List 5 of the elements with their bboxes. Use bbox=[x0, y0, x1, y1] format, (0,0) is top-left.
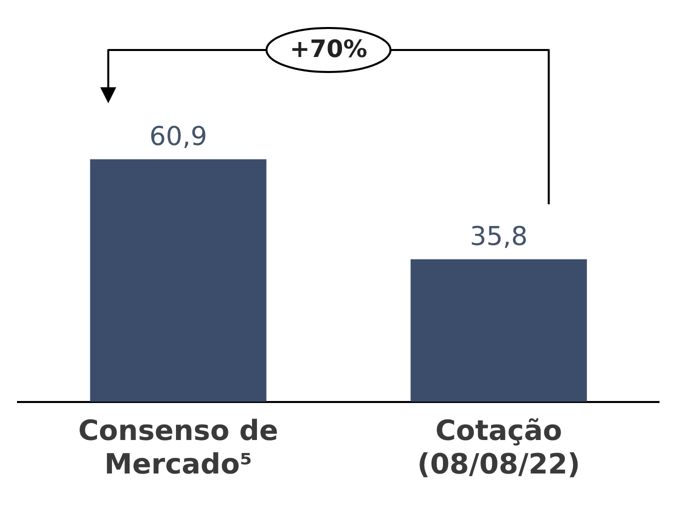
text: +70% bbox=[290, 35, 368, 64]
x-tick-label: Consenso de Mercado⁵ bbox=[78, 414, 278, 480]
data-label: 60,9 bbox=[149, 122, 208, 152]
x-tick-label: Cotação (08/08/22) bbox=[417, 414, 580, 480]
data-label: 35,8 bbox=[470, 222, 528, 252]
